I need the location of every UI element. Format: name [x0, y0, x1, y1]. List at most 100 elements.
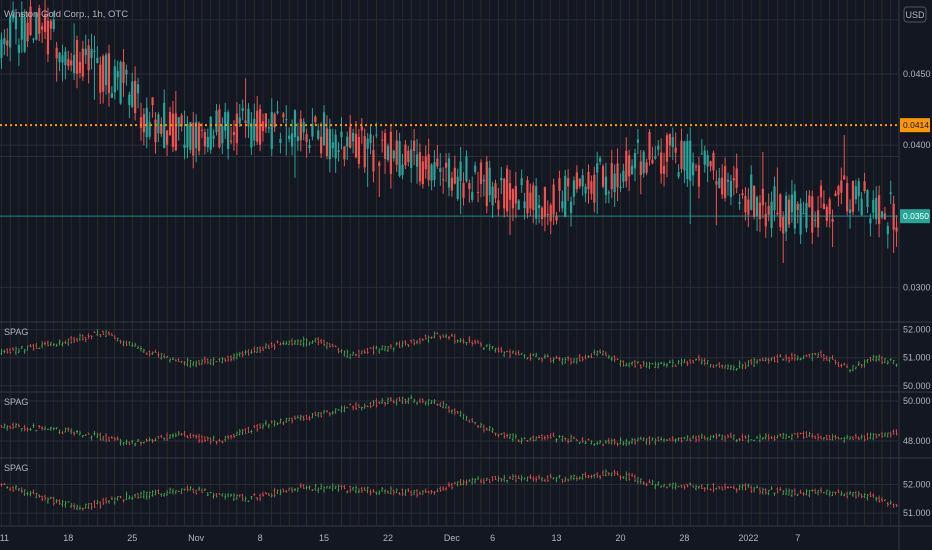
candle-body	[26, 22, 29, 42]
candle-body	[203, 132, 206, 147]
candle-body	[424, 156, 427, 170]
candle-body	[378, 162, 381, 167]
candle-body	[215, 110, 218, 133]
candle-body	[107, 53, 111, 94]
candle-body	[197, 123, 201, 152]
candle-body	[828, 199, 831, 215]
candle-body	[767, 206, 770, 215]
candle-body	[683, 141, 686, 171]
candle-body	[81, 48, 84, 77]
candle-body	[38, 7, 41, 34]
candle-body	[866, 190, 869, 208]
candle-body	[613, 173, 616, 193]
candle-body	[630, 165, 634, 175]
candle-body	[64, 51, 67, 65]
candle-body	[96, 57, 99, 64]
candle-body	[9, 16, 12, 48]
candle-body	[674, 147, 677, 153]
time-tick-label: 25	[127, 533, 137, 543]
candle-body	[567, 178, 570, 187]
candle-body	[476, 192, 480, 194]
candle-body	[433, 162, 436, 180]
candle-body	[418, 152, 422, 182]
candle-body	[67, 59, 70, 67]
candle-body	[186, 123, 189, 148]
candle-body	[171, 113, 175, 147]
candle-body	[584, 186, 587, 194]
candle-body	[17, 44, 20, 53]
candle-body	[160, 124, 163, 134]
candle-body	[192, 122, 195, 156]
candle-body	[29, 6, 32, 36]
candle-body	[195, 121, 198, 149]
candle-body	[633, 152, 637, 169]
candle-body	[134, 80, 137, 113]
candle-body	[212, 135, 215, 139]
candle-body	[616, 163, 619, 188]
candle-body	[357, 136, 361, 164]
time-tick-label: Dec	[444, 533, 461, 543]
time-tick-label: 11	[0, 533, 9, 543]
candle-body	[322, 112, 326, 146]
main-price-pane[interactable]	[0, 0, 898, 263]
candle-body	[136, 84, 140, 94]
time-tick-label: 22	[383, 533, 393, 543]
candle-body	[590, 181, 593, 194]
candle-body	[340, 131, 343, 138]
candle-body	[625, 150, 628, 182]
candle-body	[302, 121, 305, 133]
indicator-pane-3[interactable]: SPAG	[0, 463, 898, 511]
candle-body	[299, 118, 302, 141]
indicator-tick-label: 51.000	[903, 508, 931, 518]
indicator-pane-1[interactable]: SPAG	[0, 327, 898, 373]
candle-body	[732, 178, 735, 181]
candle-body	[337, 150, 340, 152]
candle-body	[404, 144, 407, 166]
candle-body	[657, 145, 660, 150]
candle-body	[183, 144, 186, 149]
candle-body	[421, 161, 424, 185]
candle-body	[854, 186, 857, 200]
candle-body	[593, 174, 596, 203]
candle-body	[360, 126, 363, 131]
candle-body	[848, 209, 852, 214]
candle-body	[782, 216, 785, 234]
candle-body	[706, 155, 709, 167]
time-tick-label: 20	[615, 533, 625, 543]
indicator-tick-label: 51.000	[903, 353, 931, 363]
indicator-pane-2[interactable]: SPAG	[0, 394, 898, 447]
candle-body	[139, 117, 143, 128]
candle-body	[569, 201, 573, 214]
candle-body	[447, 158, 451, 188]
candle-body	[58, 52, 61, 63]
candle-body	[764, 213, 767, 227]
candle-body	[610, 163, 613, 190]
price-line-badge	[900, 118, 930, 133]
candle-body	[75, 40, 79, 74]
candle-body	[529, 192, 532, 209]
candle-body	[218, 109, 221, 148]
indicator-tick-label: 52.000	[903, 325, 931, 335]
candle-body	[320, 136, 323, 154]
currency-button[interactable]: USD	[903, 6, 927, 23]
candle-body	[628, 155, 631, 177]
candle-body	[523, 201, 526, 208]
candle-body	[401, 164, 404, 175]
candle-body	[654, 156, 657, 159]
candle-body	[49, 20, 52, 29]
candle-body	[857, 181, 860, 197]
price-line-label: 0.0350	[903, 211, 929, 221]
candle-body	[697, 165, 701, 187]
candle-body	[825, 206, 828, 221]
candle-body	[256, 110, 259, 142]
candle-body	[799, 203, 802, 235]
indicator-tick-label: 50.000	[903, 381, 931, 391]
candle-body	[692, 162, 695, 176]
candle-body	[642, 151, 645, 174]
candle-body	[261, 121, 265, 131]
candle-body	[87, 45, 90, 71]
candle-body	[436, 158, 439, 167]
indicator-name: SPAG	[4, 463, 28, 473]
